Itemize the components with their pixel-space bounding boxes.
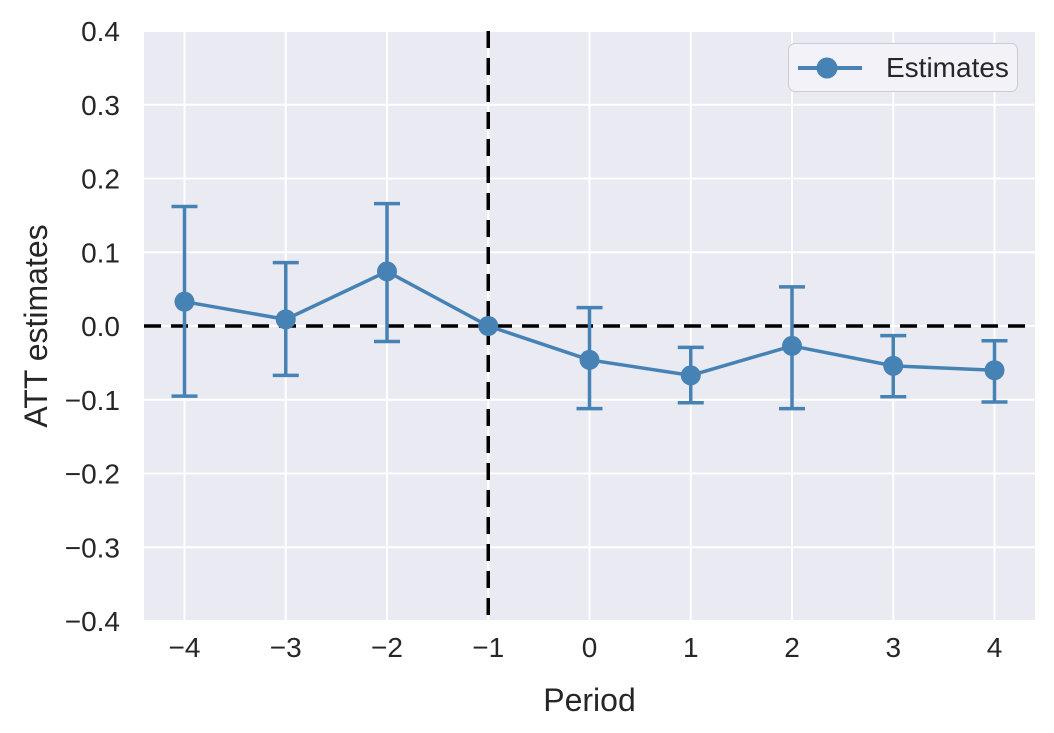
data-point-marker — [377, 261, 397, 282]
x-axis-title: Period — [543, 682, 636, 718]
x-tick-label: 1 — [683, 632, 699, 663]
y-tick-label: −0.2 — [65, 459, 120, 490]
x-tick-label: −3 — [270, 632, 302, 663]
data-point-marker — [174, 291, 195, 312]
data-point-marker — [883, 355, 904, 376]
y-tick-label: 0.2 — [81, 164, 120, 195]
x-tick-label: 3 — [885, 632, 901, 663]
data-point-marker — [984, 360, 1005, 381]
x-tick-label: −4 — [169, 632, 201, 663]
data-point-marker — [275, 309, 296, 330]
y-tick-label: −0.3 — [65, 532, 120, 563]
y-tick-label: 0.0 — [81, 311, 120, 342]
legend-line-marker-icon — [798, 57, 862, 78]
x-tick-label: 0 — [582, 632, 598, 663]
y-tick-label: 0.3 — [81, 90, 120, 121]
x-tick-label: −2 — [371, 632, 403, 663]
x-tick-label: −1 — [472, 632, 504, 663]
legend: Estimates — [788, 43, 1018, 92]
y-tick-label: 0.1 — [81, 237, 120, 268]
data-point-marker — [579, 349, 600, 370]
y-tick-label: 0.4 — [81, 16, 120, 47]
legend-label: Estimates — [886, 51, 1009, 83]
x-tick-label: 2 — [784, 632, 800, 663]
y-axis-title: ATT estimates — [18, 224, 54, 428]
data-point-marker — [680, 365, 701, 386]
y-tick-label: −0.4 — [65, 606, 120, 637]
data-point-marker — [782, 335, 802, 356]
x-tick-label: 4 — [987, 632, 1003, 663]
data-point-marker — [478, 316, 499, 336]
y-tick-label: −0.1 — [65, 385, 120, 416]
